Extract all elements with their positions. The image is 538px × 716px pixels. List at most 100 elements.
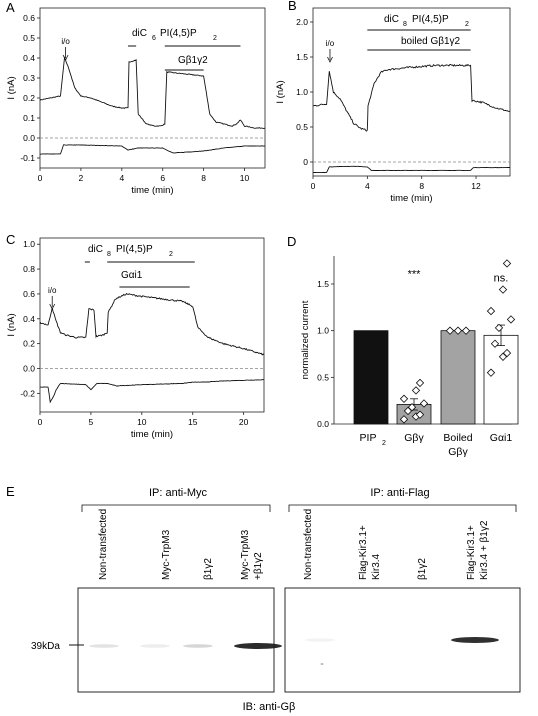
y-tick-label: 1.5 [296, 52, 308, 62]
lane-label: Non-transfected [303, 509, 314, 580]
blot-band [183, 644, 213, 648]
io-arrowhead [49, 303, 56, 310]
diC-subscript: 6 [152, 35, 156, 42]
blot-band [305, 638, 335, 642]
pip-subscript: 2 [169, 251, 173, 258]
y-tick-label: 0.4 [23, 314, 35, 324]
data-point [506, 315, 516, 324]
category-label: PIP [360, 432, 377, 444]
data-point [494, 323, 504, 333]
trace-panel-B: 0 4 8 12 0 0.5 1.0 1.5 2.0 time (min) I (nA) i/o diC… [275, 7, 511, 204]
data-point [415, 410, 425, 419]
current-trace [39, 292, 265, 356]
diC-label: diC [88, 244, 103, 255]
y-axis-label: I (nA) [275, 80, 286, 103]
io-annotation: i/o [61, 37, 70, 46]
diC-subscript: 8 [107, 251, 111, 258]
significance-label: ns. [494, 272, 509, 284]
data-point [419, 399, 429, 408]
panel-label-A: A [6, 0, 15, 15]
x-tick-label: 10 [137, 417, 147, 427]
x-tick-label: 10 [240, 173, 250, 183]
plot-frame [39, 7, 266, 169]
y-tick-label: 1.5 [317, 279, 329, 289]
data-point [445, 326, 455, 335]
ip-bracket [81, 504, 271, 512]
bar [483, 334, 519, 425]
data-point [399, 415, 409, 424]
io-arrowhead [327, 56, 333, 63]
data-point [407, 403, 417, 412]
data-point [490, 339, 500, 348]
x-tick-label: 15 [188, 417, 198, 427]
x-tick-label: 2 [79, 173, 84, 183]
data-point [411, 386, 421, 395]
category-label-line2: Gβγ [448, 446, 468, 458]
panel-label-C: C [6, 232, 15, 247]
category-label: Gαi1 [490, 432, 513, 444]
data-point [399, 394, 409, 403]
ip-title: IP: anti-Flag [370, 487, 429, 499]
category-subscript: 2 [382, 440, 386, 447]
io-annotation: i/o [48, 286, 57, 295]
boiled-gbg-label: boiled Gβ1γ2 [401, 36, 461, 47]
y-tick-label: 1.0 [23, 239, 35, 249]
panel-label-E: E [6, 484, 15, 499]
ip-bracket [288, 504, 517, 512]
pip-subscript: 2 [465, 21, 469, 28]
data-point [415, 378, 425, 388]
y-axis-label: I (nA) [6, 313, 17, 336]
y-tick-label: 0.2 [23, 93, 35, 103]
blot-band [89, 644, 119, 648]
y-axis-label: I (nA) [6, 76, 17, 99]
plot-frame [39, 237, 265, 413]
x-tick-label: 4 [365, 181, 370, 191]
data-point [498, 285, 508, 294]
data-point [502, 348, 512, 358]
baseline-trace [313, 165, 511, 174]
blot-band [140, 644, 170, 648]
lane-label: Myc-TrpM3 [240, 529, 251, 580]
x-tick-label: 0 [38, 417, 43, 427]
ip-title: IP: anti-Myc [149, 487, 208, 499]
y-axis-label: normalized current [300, 300, 311, 379]
category-label: Boiled [443, 432, 472, 444]
data-point [486, 368, 496, 377]
lane-label: β1γ2 [203, 558, 214, 580]
current-trace [312, 63, 511, 132]
y-tick-label: 0.8 [23, 264, 35, 274]
marker-label: 39kDa [31, 641, 60, 652]
bar [440, 330, 476, 425]
pip-label: PI(4,5)P [412, 14, 449, 25]
x-tick-label: 12 [471, 181, 481, 191]
trace-panel-A: 0 2 4 6 8 10 -0.1 0.0 0.1 0.2 0.3 0.4 0.5 0.6 time (mi… [6, 7, 266, 196]
y-tick-label: -0.2 [20, 388, 35, 398]
data-point [453, 326, 463, 335]
y-tick-label: 0.5 [317, 372, 329, 382]
baseline-trace [40, 379, 264, 404]
trace-panel-C: 0 5 10 15 20 -0.2 0.0 0.2 0.4 0.6 0.8 1.0 time (min)… [6, 237, 265, 440]
y-tick-label: 0.3 [23, 73, 35, 83]
x-tick-label: 20 [239, 417, 249, 427]
x-tick-label: 5 [89, 417, 94, 427]
panel-label-D: D [287, 234, 296, 249]
io-annotation: i/o [326, 39, 335, 48]
gbg-label: Gβ1γ2 [178, 55, 208, 66]
blot-band [451, 637, 499, 643]
blot-band [234, 643, 282, 649]
category-label: Gβγ [404, 432, 424, 444]
blot-speck [320, 663, 324, 665]
baseline-trace [39, 144, 266, 155]
y-tick-label: 0.2 [23, 339, 35, 349]
y-tick-label: 0.6 [23, 289, 35, 299]
lane-label: Flag-Kir3.1+ [466, 525, 477, 580]
lane-label: +β1γ2 [253, 552, 264, 580]
x-tick-label: 8 [201, 173, 206, 183]
pip-subscript: 2 [213, 35, 217, 42]
blot-frame [77, 587, 275, 693]
ib-footer: IB: anti-Gβ [243, 701, 296, 713]
bar [353, 330, 389, 425]
diC-subscript: 8 [403, 21, 407, 28]
pip-label: PI(4,5)P [116, 244, 153, 255]
x-tick-label: 8 [419, 181, 424, 191]
